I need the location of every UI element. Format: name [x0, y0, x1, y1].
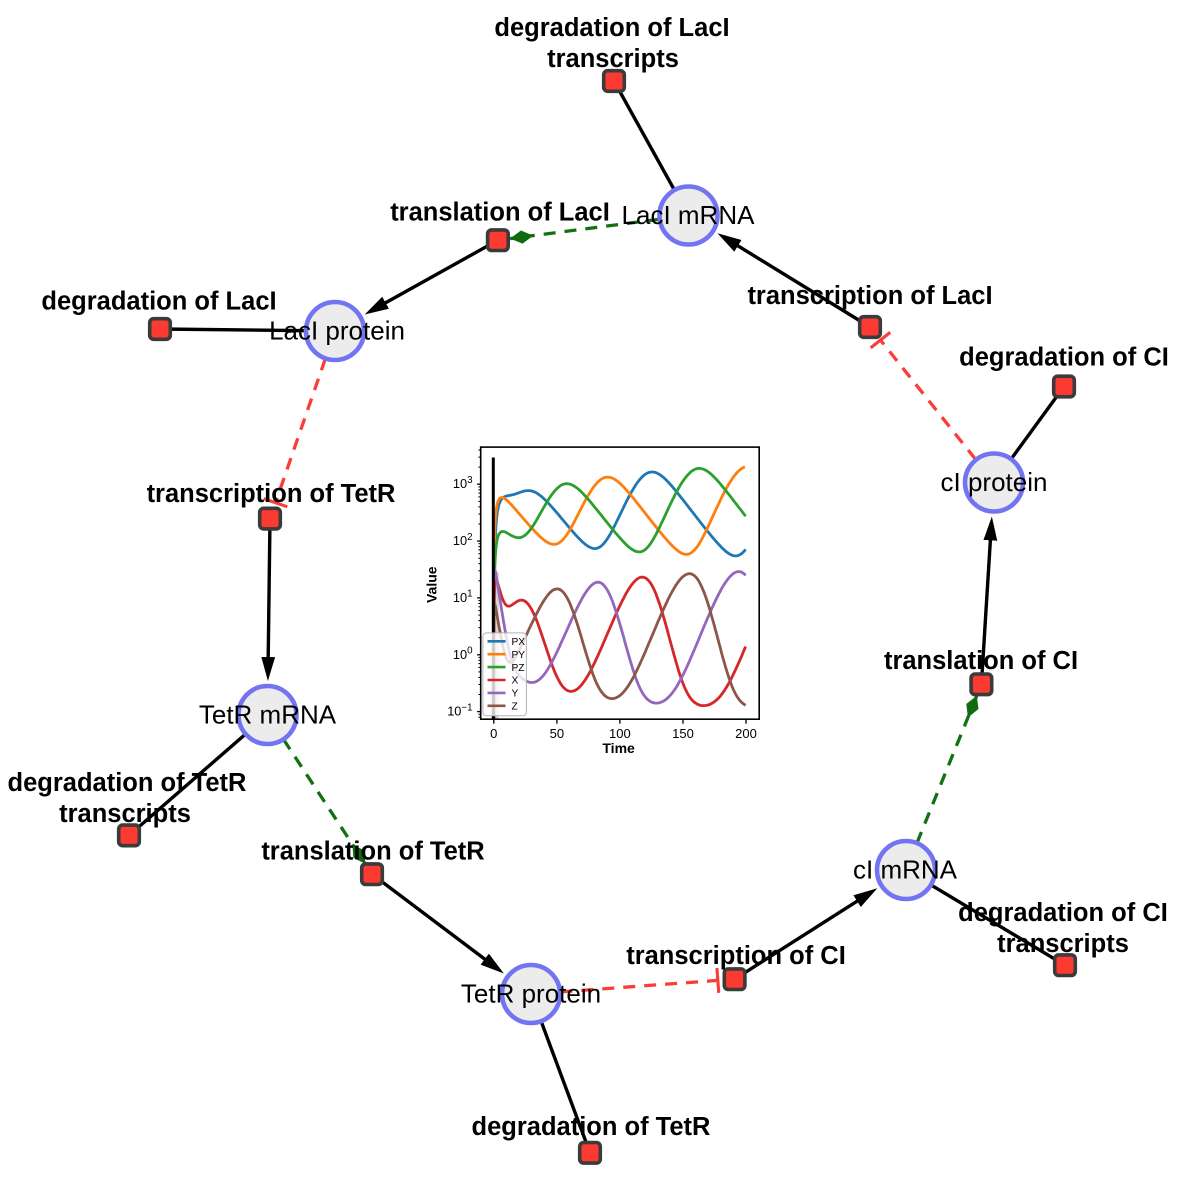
svg-text:translation of TetR: translation of TetR [261, 838, 484, 866]
svg-text:Value: Value [424, 566, 440, 603]
svg-text:transcripts: transcripts [59, 800, 191, 828]
svg-text:LacI mRNA: LacI mRNA [622, 200, 756, 230]
svg-text:0: 0 [490, 726, 497, 741]
svg-text:Z: Z [512, 702, 518, 713]
svg-text:200: 200 [735, 726, 757, 741]
svg-text:degradation of CI: degradation of CI [959, 344, 1169, 372]
svg-text:degradation of TetR: degradation of TetR [8, 769, 247, 797]
svg-text:PX: PX [512, 637, 526, 648]
svg-text:cI protein: cI protein [941, 467, 1048, 497]
svg-text:translation of LacI: translation of LacI [390, 199, 610, 227]
svg-text:Y: Y [512, 689, 519, 700]
svg-text:TetR protein: TetR protein [461, 979, 601, 1009]
svg-text:transcription of LacI: transcription of LacI [747, 282, 992, 310]
svg-text:transcripts: transcripts [997, 930, 1129, 958]
svg-text:PZ: PZ [512, 663, 525, 674]
svg-text:X: X [512, 676, 519, 687]
svg-text:transcription of TetR: transcription of TetR [147, 480, 396, 508]
svg-text:degradation of LacI: degradation of LacI [494, 14, 729, 42]
svg-text:100: 100 [609, 726, 631, 741]
svg-text:transcripts: transcripts [547, 45, 679, 73]
svg-text:degradation of CI: degradation of CI [958, 899, 1168, 927]
svg-text:degradation of TetR: degradation of TetR [472, 1113, 711, 1141]
svg-text:TetR mRNA: TetR mRNA [199, 700, 337, 730]
svg-text:translation of CI: translation of CI [884, 647, 1078, 675]
svg-text:PY: PY [512, 650, 526, 661]
svg-text:Time: Time [602, 740, 635, 756]
svg-text:LacI protein: LacI protein [269, 316, 405, 346]
svg-text:150: 150 [672, 726, 694, 741]
svg-text:50: 50 [550, 726, 564, 741]
svg-text:transcription of CI: transcription of CI [626, 942, 846, 970]
svg-text:cI mRNA: cI mRNA [853, 855, 958, 885]
svg-text:degradation of LacI: degradation of LacI [41, 288, 276, 316]
